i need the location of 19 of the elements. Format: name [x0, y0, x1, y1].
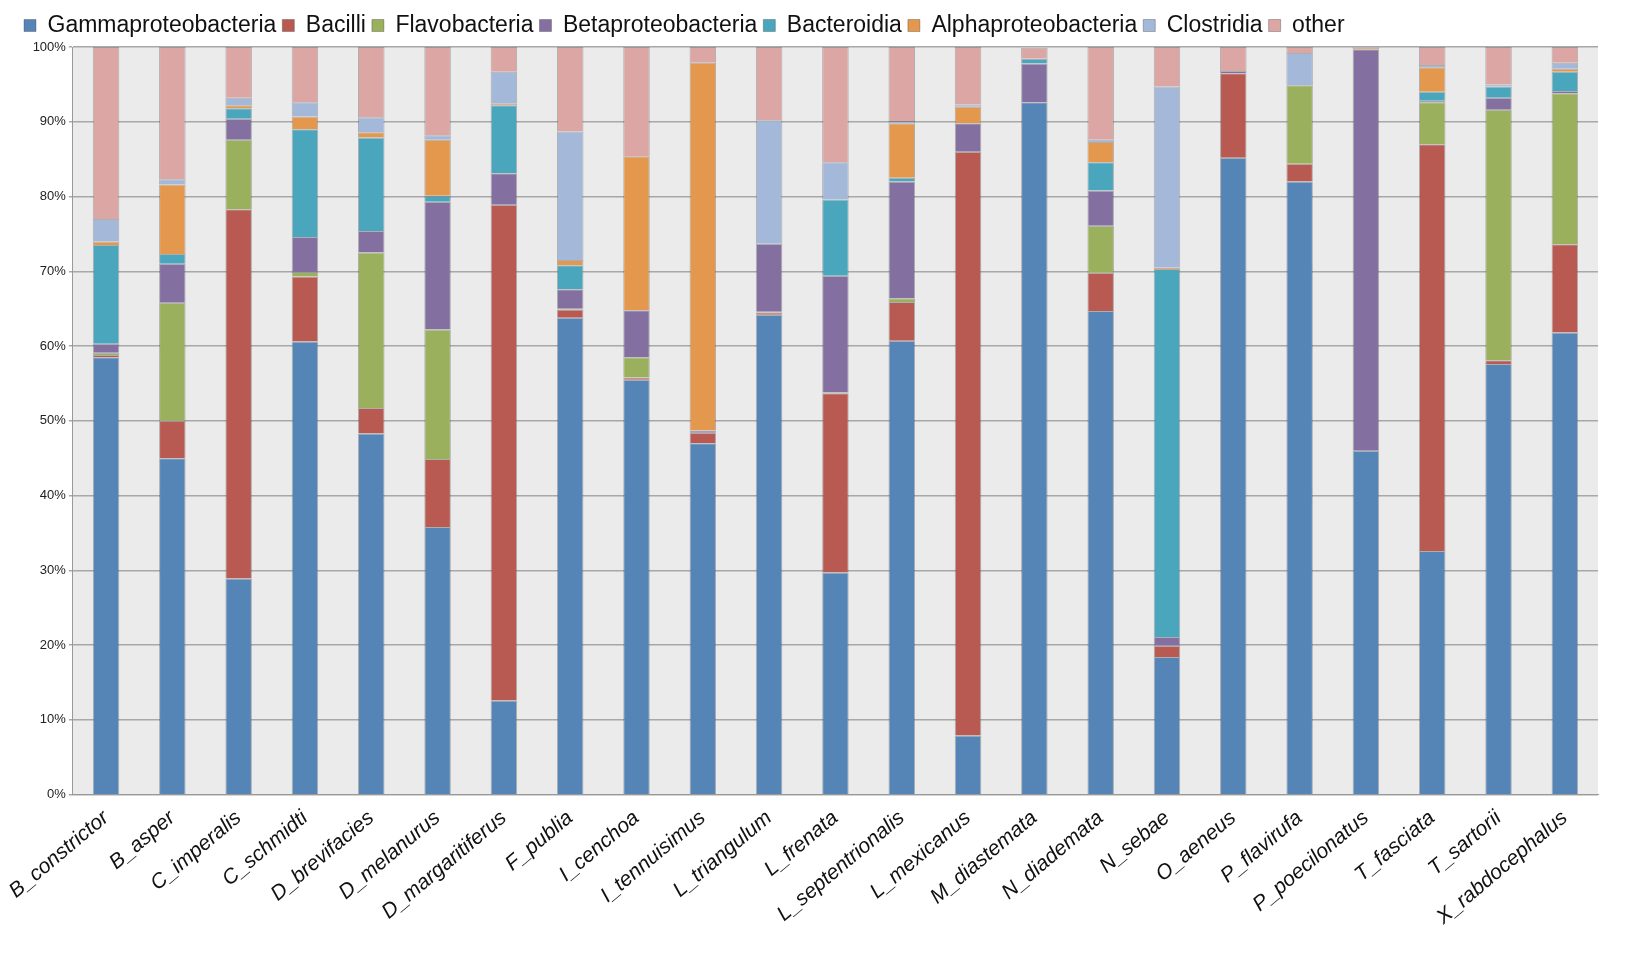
y-tick-label: 0% [47, 786, 67, 802]
legend-label: Alphaproteobacteria [931, 10, 1138, 37]
y-tick-label: 30% [39, 561, 67, 577]
legend-label: Clostridia [1166, 10, 1263, 37]
y-tick-label: 90% [39, 113, 67, 129]
y-tick-label: 80% [39, 188, 67, 204]
y-tick-label: 20% [39, 636, 67, 652]
y-tick-label: 60% [39, 337, 67, 353]
legend-label: Gammaproteobacteria [47, 10, 277, 37]
y-tick-label: 40% [39, 487, 67, 503]
legend-label: Bacilli [305, 10, 366, 37]
y-tick-label: 50% [39, 412, 67, 428]
legend-label: Betaproteobacteria [562, 10, 758, 37]
y-tick-label: 10% [39, 711, 67, 727]
legend-label: other [1292, 10, 1345, 37]
y-tick-label: 70% [39, 262, 67, 278]
legend-label: Flavobacteria [395, 10, 534, 37]
y-tick-label: 100% [32, 38, 67, 54]
legend-label: Bacteroidia [786, 10, 903, 37]
